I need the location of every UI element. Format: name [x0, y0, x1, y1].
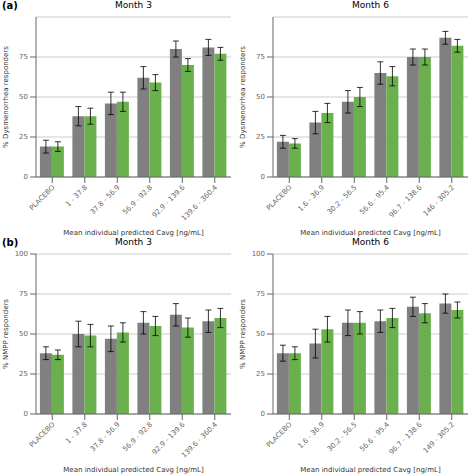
svg-text:0: 0	[24, 410, 28, 418]
svg-text:92.9 - 139.6: 92.9 - 139.6	[151, 183, 187, 219]
html-text:Month 3: Month 3	[115, 237, 152, 247]
svg-text:56.9 - 92.8: 56.9 - 92.8	[121, 421, 154, 454]
svg-text:50: 50	[256, 93, 265, 101]
html-text:Month 6: Month 6	[352, 0, 389, 10]
svg-text:PLACEBO: PLACEBO	[265, 420, 294, 449]
svg-text:PLACEBO: PLACEBO	[265, 183, 294, 212]
svg-text:75: 75	[19, 53, 28, 61]
svg-text:0: 0	[24, 173, 28, 181]
svg-text:Mean individual predicted Cavg: Mean individual predicted Cavg [ng/mL]	[63, 466, 204, 474]
svg-text:1 - 37.8: 1 - 37.8	[64, 184, 89, 209]
svg-text:PLACEBO: PLACEBO	[28, 420, 57, 449]
svg-text:100: 100	[252, 250, 265, 258]
svg-text:1 - 37.8: 1 - 37.8	[64, 421, 89, 446]
svg-text:75: 75	[256, 290, 265, 298]
svg-text:25: 25	[256, 370, 265, 378]
svg-text:96.7 - 138.6: 96.7 - 138.6	[388, 183, 424, 219]
svg-text:139.6 - 360.4: 139.6 - 360.4	[180, 183, 219, 222]
svg-text:1.6 - 36.9: 1.6 - 36.9	[297, 184, 326, 213]
svg-text:0: 0	[261, 173, 265, 181]
html-text:Month 3: Month 3	[115, 0, 152, 10]
svg-text:Mean individual predicted Cavg: Mean individual predicted Cavg [ng/mL]	[300, 229, 441, 237]
svg-text:146 - 305.2: 146 - 305.2	[422, 184, 456, 218]
svg-text:56.9 - 92.8: 56.9 - 92.8	[121, 184, 154, 217]
svg-text:25: 25	[19, 133, 28, 141]
html-text:Month 6: Month 6	[352, 237, 389, 247]
svg-text:56.6 - 95.4: 56.6 - 95.4	[358, 183, 391, 216]
svg-text:30.2 - 56.5: 30.2 - 56.5	[326, 421, 359, 454]
svg-text:PLACEBO: PLACEBO	[28, 183, 57, 212]
svg-text:92.9 - 139.6: 92.9 - 139.6	[151, 420, 187, 456]
svg-text:96.7 - 138.6: 96.7 - 138.6	[388, 420, 424, 456]
svg-text:100: 100	[15, 250, 28, 258]
svg-text:0: 0	[261, 410, 265, 418]
svg-text:149 - 305.2: 149 - 305.2	[422, 421, 456, 455]
svg-text:Mean individual predicted Cavg: Mean individual predicted Cavg [ng/mL]	[300, 466, 441, 474]
svg-text:% Dysmenorrhea responders: % Dysmenorrhea responders	[8, 46, 10, 148]
svg-text:50: 50	[19, 93, 28, 101]
svg-text:Mean individual predicted Cavg: Mean individual predicted Cavg [ng/mL]	[63, 229, 204, 237]
svg-text:% NMPP responders: % NMPP responders	[239, 299, 247, 369]
svg-text:% Dysmenorrhea responders: % Dysmenorrhea responders	[239, 46, 247, 148]
svg-text:25: 25	[19, 370, 28, 378]
svg-text:50: 50	[256, 330, 265, 338]
svg-text:139.6 - 360.4: 139.6 - 360.4	[180, 420, 219, 459]
svg-text:56.6 - 95.4: 56.6 - 95.4	[358, 420, 391, 453]
html-text:(b): (b)	[2, 237, 19, 248]
html-text:(a): (a)	[2, 0, 18, 11]
svg-text:50: 50	[19, 330, 28, 338]
svg-text:25: 25	[256, 133, 265, 141]
svg-text:1.6 - 36.9: 1.6 - 36.9	[297, 421, 326, 450]
svg-text:37.8 - 56.9: 37.8 - 56.9	[89, 421, 122, 454]
svg-text:37.8 - 56.9: 37.8 - 56.9	[89, 184, 122, 217]
svg-text:75: 75	[19, 290, 28, 298]
svg-text:% NMPP responders: % NMPP responders	[8, 299, 10, 369]
svg-text:75: 75	[256, 53, 265, 61]
svg-text:30.2 - 56.5: 30.2 - 56.5	[326, 184, 359, 217]
